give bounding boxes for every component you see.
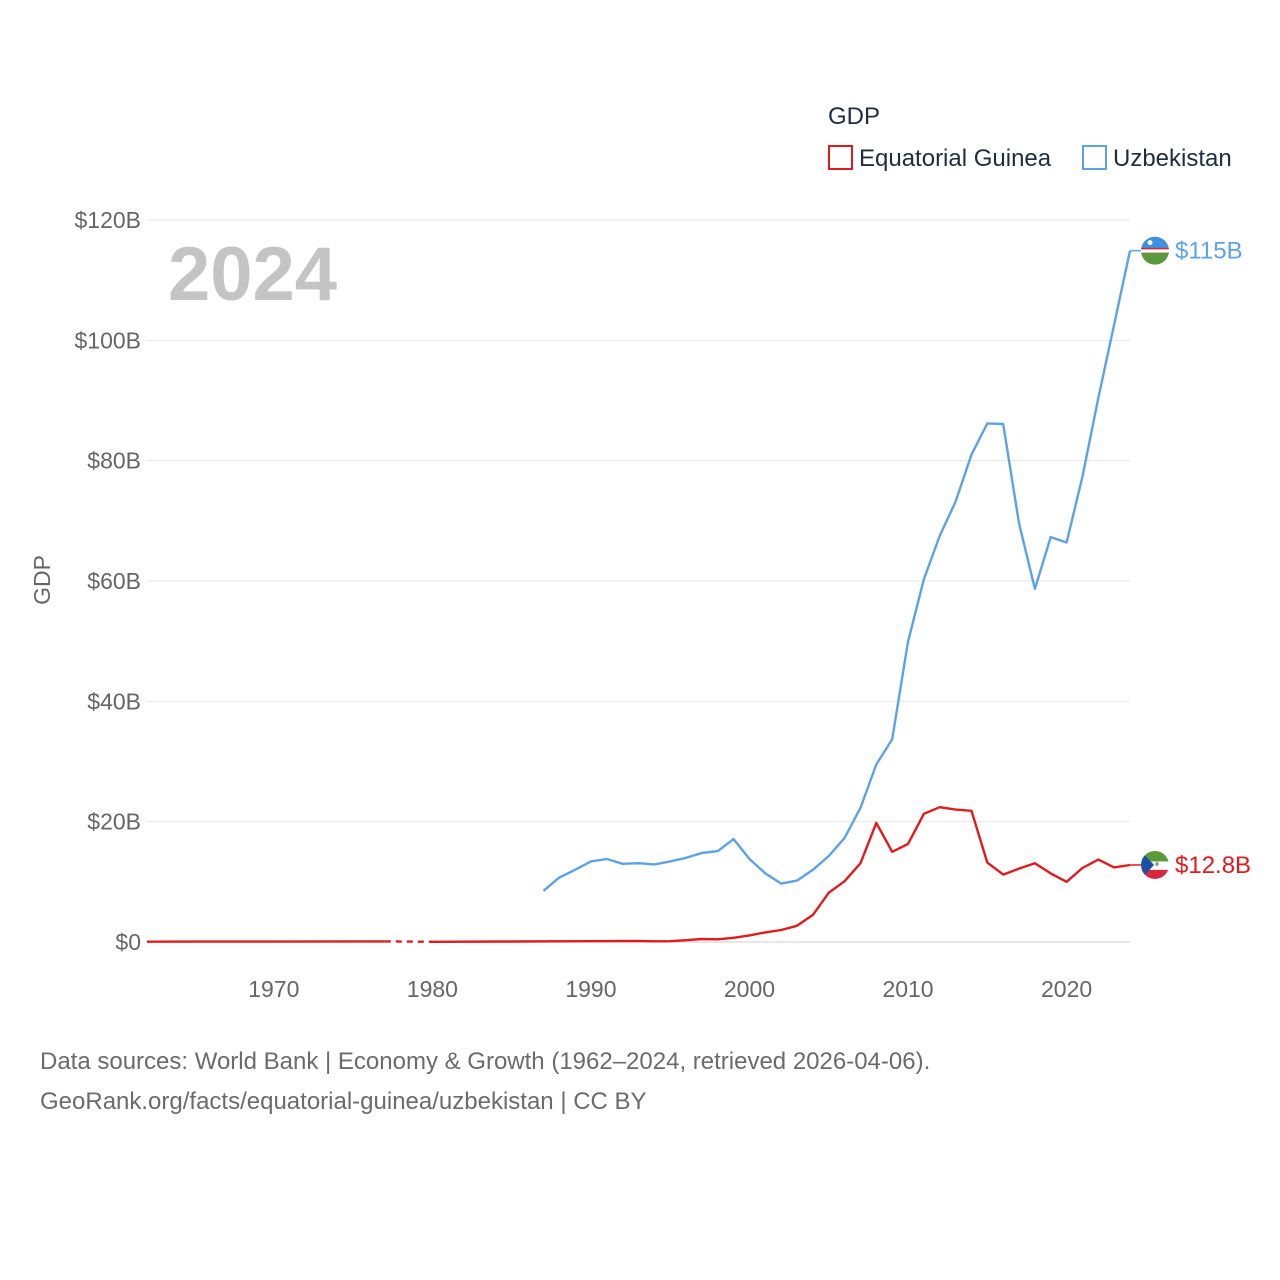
end-value-label-uzbekistan: $115B bbox=[1175, 238, 1243, 265]
footer-link[interactable]: GeoRank.org/facts/equatorial-guinea/uzbe… bbox=[40, 1088, 647, 1115]
x-tick-label: 1970 bbox=[248, 976, 299, 1002]
x-tick-label: 2010 bbox=[882, 976, 933, 1002]
y-axis-ticks: $0 $20B $40B $60B $80B $100B $120B bbox=[74, 207, 141, 955]
gdp-line-chart: $0 $20B $40B $60B $80B $100B $120B 1970 1980 199… bbox=[29, 103, 1251, 1002]
x-tick-label: 2000 bbox=[724, 976, 775, 1002]
legend: GDP Equatorial Guinea Uzbekistan bbox=[828, 103, 1232, 172]
legend-swatch-uzbekistan bbox=[1082, 145, 1107, 170]
x-tick-label: 1980 bbox=[407, 976, 458, 1002]
legend-label-uzbekistan: Uzbekistan bbox=[1113, 145, 1232, 172]
y-tick-label: $100B bbox=[74, 327, 141, 353]
y-tick-label: $20B bbox=[87, 809, 141, 835]
legend-item-equatorial-guinea[interactable]: Equatorial Guinea bbox=[828, 145, 1052, 172]
x-tick-label: 2020 bbox=[1041, 976, 1092, 1002]
y-tick-label: $80B bbox=[87, 448, 141, 474]
uzbekistan-flag-icon bbox=[1141, 236, 1169, 265]
series-lines bbox=[146, 250, 1132, 944]
big-year-label: 2024 bbox=[168, 232, 337, 317]
y-tick-label: $120B bbox=[74, 207, 141, 233]
legend-swatch-equatorial-guinea bbox=[828, 145, 853, 170]
y-tick-label: $0 bbox=[115, 929, 141, 955]
series-line-uzbekistan bbox=[542, 250, 1132, 892]
footer-credits: Data sources: World Bank | Economy & Gro… bbox=[40, 1042, 930, 1122]
series-end-labels: $12.8B $115B bbox=[1130, 236, 1251, 879]
y-tick-label: $60B bbox=[87, 568, 141, 594]
y-tick-label: $40B bbox=[87, 688, 141, 714]
footer-sources: Data sources: World Bank | Economy & Gro… bbox=[40, 1048, 931, 1075]
end-value-label-equatorial-guinea: $12.8B bbox=[1175, 852, 1251, 879]
x-axis-ticks: 1970 1980 1990 2000 2010 2020 bbox=[248, 976, 1092, 1002]
grid-lines bbox=[147, 219, 1130, 943]
legend-label-equatorial-guinea: Equatorial Guinea bbox=[859, 145, 1052, 172]
y-axis-title: GDP bbox=[29, 555, 55, 605]
equatorial-guinea-flag-icon bbox=[1141, 850, 1169, 879]
series-line-equatorial-guinea bbox=[146, 806, 1131, 943]
x-tick-label: 1990 bbox=[565, 976, 616, 1002]
legend-title: GDP bbox=[828, 103, 880, 130]
legend-item-uzbekistan[interactable]: Uzbekistan bbox=[1082, 145, 1232, 172]
